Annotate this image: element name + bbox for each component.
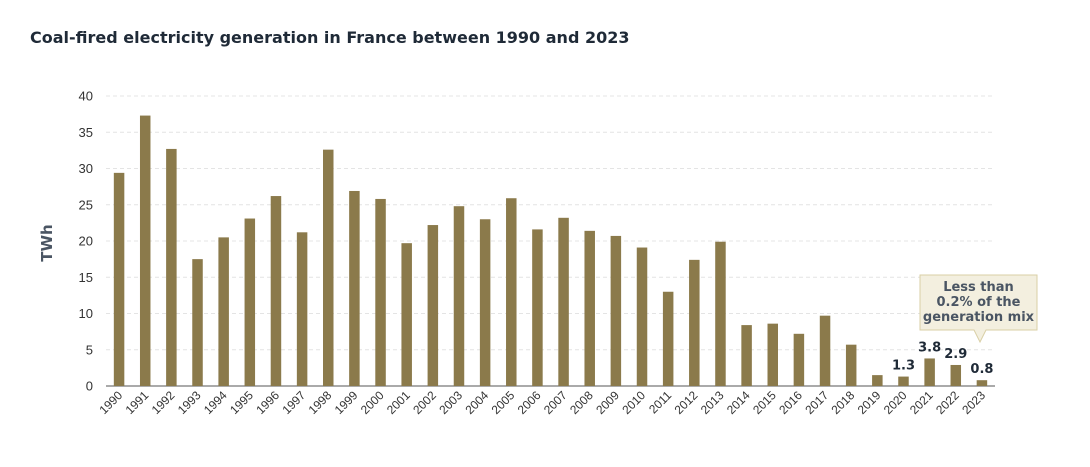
- bar-2020: [898, 376, 909, 386]
- x-tick-label: 2003: [436, 388, 465, 417]
- bar-2013: [715, 241, 726, 386]
- x-tick-label: 2016: [776, 388, 805, 417]
- x-tick-label: 2022: [933, 388, 962, 417]
- bar-2002: [427, 225, 439, 386]
- bar-2006: [532, 229, 543, 386]
- data-labels: 1.33.8 2.90.8: [892, 340, 993, 377]
- x-tick-label: 2010: [619, 388, 648, 417]
- bar-1990: [113, 172, 125, 386]
- x-tick-label: 2009: [593, 388, 622, 417]
- x-tick-label: 2015: [750, 388, 779, 417]
- y-tick-label: 35: [79, 125, 93, 140]
- x-tick-label: 2018: [829, 388, 858, 417]
- bar-2000: [375, 198, 386, 386]
- data-label-2021: 3.8: [918, 340, 941, 355]
- bar-2011: [662, 291, 674, 386]
- y-tick-label: 5: [86, 342, 93, 357]
- data-label-2020: 1.3: [892, 359, 915, 374]
- callout-line: 0.2% of the: [937, 295, 1021, 310]
- bars: [113, 115, 988, 386]
- bar-2004: [479, 219, 491, 386]
- bar-2007: [558, 217, 569, 386]
- bar-2012: [689, 259, 700, 386]
- x-tick-label: 2023: [959, 388, 988, 417]
- x-tick-label: 2002: [410, 388, 439, 417]
- callout-box: [919, 274, 1038, 344]
- bar-1999: [349, 190, 360, 386]
- data-label-2022: 2.9: [944, 347, 967, 362]
- chart-title: Coal-fired electricity generation in Fra…: [30, 28, 630, 47]
- bar-2021: [924, 358, 935, 386]
- bar-1994: [218, 237, 229, 386]
- bar-2014: [741, 325, 752, 386]
- x-tick-label: 1995: [227, 388, 256, 417]
- bar-1993: [192, 259, 203, 386]
- y-axis-ticks: 0 5 10 15 20 25 30 35 40: [79, 89, 93, 394]
- y-tick-label: 25: [79, 197, 93, 212]
- x-tick-label: 2007: [541, 388, 570, 417]
- x-tick-label: 2001: [384, 388, 413, 417]
- callout-line: generation mix: [923, 310, 1035, 325]
- x-tick-label: 2017: [802, 388, 831, 417]
- bar-2023: [976, 380, 988, 386]
- x-tick-label: 2004: [462, 388, 491, 417]
- bar-2005: [506, 198, 517, 386]
- y-tick-label: 40: [79, 89, 93, 104]
- gridlines: [106, 95, 995, 387]
- y-tick-label: 0: [86, 379, 93, 394]
- x-tick-label: 2000: [358, 388, 387, 417]
- bar-2019: [872, 375, 883, 386]
- bar-1996: [270, 196, 282, 386]
- bar-1991: [139, 115, 151, 386]
- bar-1997: [296, 232, 308, 386]
- x-tick-label: 1996: [253, 388, 282, 417]
- x-tick-label: 2021: [907, 388, 936, 417]
- bar-2015: [767, 323, 778, 386]
- x-tick-label: 1997: [279, 388, 308, 417]
- y-tick-label: 10: [79, 306, 93, 321]
- y-tick-label: 15: [79, 270, 93, 285]
- x-tick-label: 1999: [332, 388, 361, 417]
- bar-2022: [950, 364, 962, 386]
- bar-2016: [793, 333, 805, 386]
- y-tick-label: 30: [79, 161, 93, 176]
- bar-2017: [819, 315, 831, 386]
- x-tick-label: 2014: [724, 388, 753, 417]
- x-tick-label: 2005: [489, 388, 518, 417]
- bar-1995: [244, 218, 256, 386]
- x-tick-label: 2012: [672, 388, 701, 417]
- bar-2003: [453, 206, 465, 386]
- y-axis-label: TWh: [38, 224, 56, 261]
- x-tick-label: 1991: [123, 388, 152, 417]
- x-tick-label: 1992: [149, 388, 178, 417]
- x-tick-label: 1990: [96, 388, 125, 417]
- x-tick-label: 2019: [855, 388, 884, 417]
- bar-1992: [166, 148, 177, 386]
- bar-1998: [323, 149, 334, 386]
- x-tick-label: 2006: [515, 388, 544, 417]
- x-tick-label: 2020: [881, 388, 910, 417]
- bar-2009: [610, 235, 622, 386]
- x-tick-label: 1994: [201, 388, 230, 417]
- x-axis-ticks: 1990199119921993199419951996199719981999…: [96, 388, 988, 417]
- bar-2008: [584, 230, 595, 386]
- bar-2018: [845, 344, 857, 386]
- x-tick-label: 2008: [567, 388, 596, 417]
- x-tick-label: 1998: [306, 388, 335, 417]
- x-tick-label: 2011: [646, 388, 674, 416]
- x-tick-label: 2013: [698, 388, 727, 417]
- callout-line: Less than: [943, 280, 1014, 295]
- data-label-2023: 0.8: [970, 362, 993, 377]
- x-tick-label: 1993: [175, 388, 204, 417]
- bar-2001: [401, 243, 412, 386]
- bar-2010: [636, 247, 648, 386]
- y-tick-label: 20: [79, 234, 93, 249]
